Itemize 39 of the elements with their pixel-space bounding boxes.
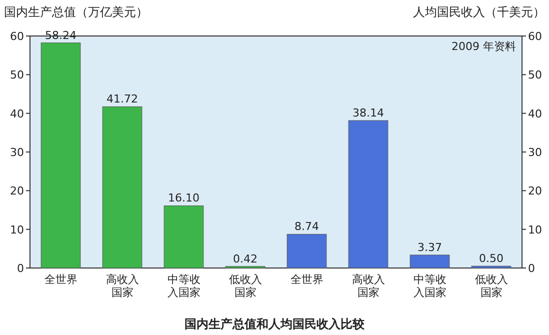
data-label: 0.42: [233, 252, 258, 266]
y2-tick-label: 20: [528, 184, 542, 198]
y-tick-label: 0: [17, 262, 24, 275]
y2-tick-label: 0: [528, 262, 535, 275]
y2-tick-label: 40: [528, 107, 542, 120]
data-label: 41.72: [106, 92, 138, 106]
x-tick-label: 全世界: [290, 273, 324, 286]
bar: [102, 106, 142, 268]
y2-axis-title: 人均国民收入（千美元）: [413, 5, 545, 19]
y2-tick-label: 30: [528, 146, 542, 159]
x-tick-label: 中等收入国家: [167, 273, 200, 299]
bar: [348, 120, 388, 268]
y-tick-label: 30: [10, 146, 24, 159]
x-tick-label: 高收入国家: [106, 273, 139, 299]
data-label: 38.14: [352, 106, 384, 120]
y-tick-label: 40: [10, 107, 24, 120]
data-label: 0.50: [479, 252, 504, 266]
y-tick-label: 50: [10, 68, 24, 82]
y2-tick-label: 10: [528, 223, 542, 236]
y-tick-label: 10: [10, 223, 24, 236]
y-tick-label: 20: [10, 184, 24, 198]
data-label: 8.74: [294, 220, 319, 234]
x-tick-label: 低收入国家: [474, 273, 508, 299]
x-tick-label: 中等收入国家: [413, 273, 446, 299]
bar: [40, 42, 81, 268]
y2-tick-label: 50: [528, 68, 542, 82]
y-axis-title: 国内生产总值（万亿美元）: [4, 5, 148, 19]
data-label: 3.37: [418, 240, 442, 254]
y2-tick-label: 60: [528, 30, 542, 43]
bar: [164, 205, 204, 268]
data-label: 16.10: [168, 192, 200, 205]
y-tick-label: 60: [10, 30, 24, 43]
x-tick-label: 低收入国家: [228, 273, 262, 299]
text: 国内生产总值和人均国民收入比较: [184, 317, 366, 331]
x-tick-label: 高收入国家: [352, 273, 385, 299]
bar: [286, 234, 327, 268]
x-tick-label: 全世界: [44, 273, 78, 286]
annotation: 2009 年资料: [452, 40, 516, 53]
bar: [410, 254, 450, 268]
